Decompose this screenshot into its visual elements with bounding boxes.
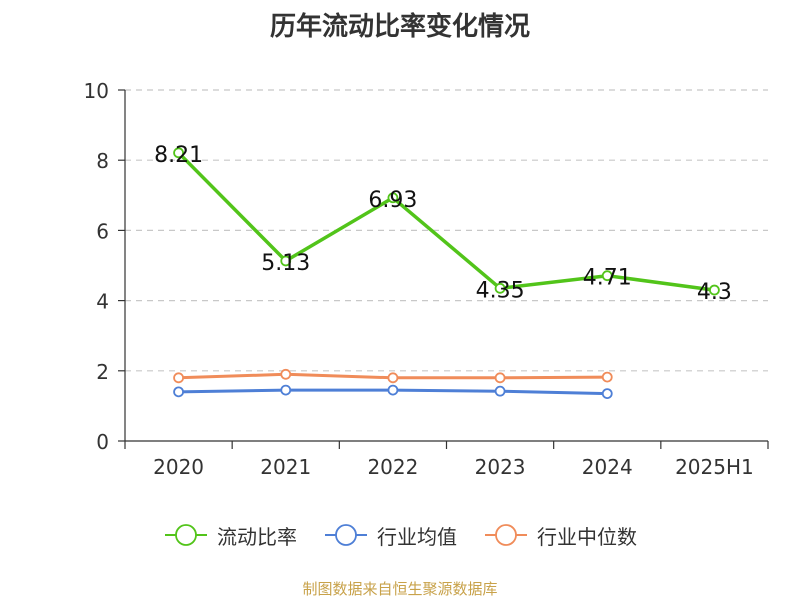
legend-marker [335, 524, 357, 546]
data-point [709, 284, 720, 296]
x-tick-label: 2023 [475, 455, 526, 479]
legend-label: 流动比率 [217, 524, 297, 549]
x-tick-label: 2022 [367, 455, 418, 479]
legend-label: 行业均值 [377, 524, 457, 549]
data-point [387, 384, 399, 396]
legend-swatch [485, 524, 527, 546]
data-point [280, 368, 292, 380]
data-point [494, 282, 506, 294]
legend-item[interactable]: 行业均值 [323, 520, 457, 550]
data-point [173, 372, 184, 384]
legend-marker [495, 524, 517, 546]
data-point [601, 388, 613, 400]
x-tick-label: 2025H1 [675, 455, 754, 479]
x-tick-label: 2021 [260, 455, 311, 479]
data-point [280, 384, 292, 396]
data-label: 6.93 [368, 188, 417, 213]
legend-item[interactable]: 流动比率 [163, 520, 297, 550]
data-label: 4.35 [476, 278, 525, 303]
data-point [601, 270, 613, 282]
data-label: 4.71 [583, 266, 632, 291]
x-tick-label: 2020 [153, 455, 204, 479]
data-label: 4.3 [697, 280, 732, 305]
y-tick-label: 10 [84, 79, 109, 103]
y-tick-label: 4 [96, 290, 109, 314]
legend-swatch [325, 524, 367, 546]
y-tick-label: 6 [96, 219, 109, 243]
data-point [601, 371, 613, 383]
y-tick-label: 0 [96, 430, 109, 454]
data-point [387, 372, 399, 384]
data-point [387, 192, 399, 204]
legend-marker [175, 524, 197, 546]
x-tick-label: 2024 [582, 455, 633, 479]
series-line [177, 151, 715, 292]
chart-title: 历年流动比率变化情况 [269, 12, 530, 42]
data-label: 8.21 [154, 143, 203, 168]
legend-swatch [165, 524, 207, 546]
data-point [494, 372, 506, 384]
data-point [173, 386, 184, 398]
data-point [280, 255, 292, 267]
data-point [494, 385, 506, 397]
data-label: 5.13 [261, 251, 310, 276]
legend-label: 行业中位数 [537, 524, 637, 549]
legend: 流动比率 行业均值 行业中位数 [0, 520, 800, 550]
y-tick-label: 8 [96, 149, 109, 173]
y-tick-label: 2 [96, 360, 109, 384]
data-point [173, 147, 184, 159]
source-note: 制图数据来自恒生聚源数据库 [302, 580, 498, 598]
legend-item[interactable]: 行业中位数 [483, 520, 637, 550]
